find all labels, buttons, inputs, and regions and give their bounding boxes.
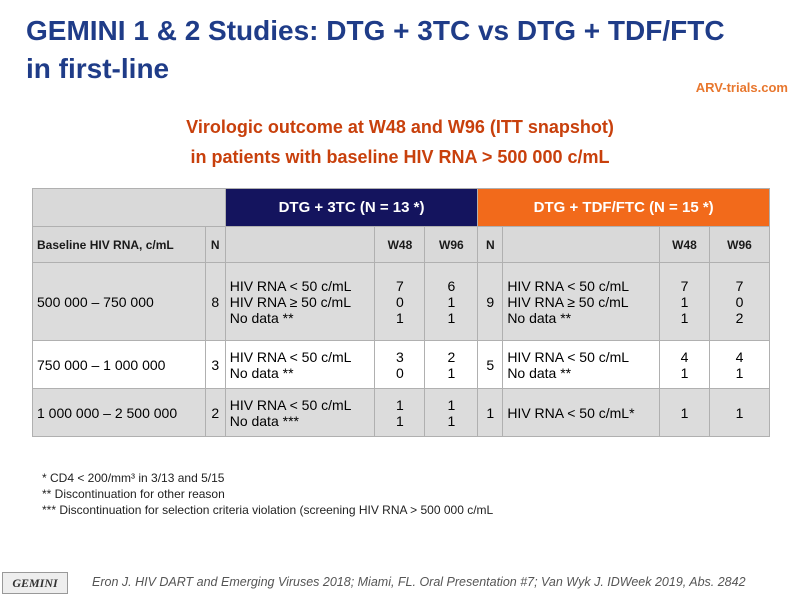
count: 1 [396,396,404,413]
outcome-label: No data ** [229,309,294,326]
count: 7 [396,277,404,294]
n-cell: 1 [477,388,504,437]
footnote: * CD4 < 200/mm³ in 3/13 and 5/15 [42,471,225,485]
n-cell: 9 [477,262,504,341]
count: 1 [447,412,456,429]
count: 1 [447,293,456,310]
count: 1 [680,309,689,326]
header-row: Baseline HIV RNA, c/mL N W48 W96 N W48 W96 [32,226,770,263]
n-cell: 2 [204,388,226,437]
empty-cell [502,226,661,263]
column-header: N [204,226,226,263]
table-row: 500 000 – 750 000 8 HIV RNA < 50 c/mL HIV R… [32,262,770,341]
baseline-cell: 750 000 – 1 000 000 [32,340,206,389]
outcome-label: No data *** [229,412,299,429]
title-line: GEMINI 1 & 2 Studies: DTG + 3TC vs DTG +… [26,15,725,46]
count: 4 [735,348,744,365]
subtitle-line: Virologic outcome at W48 and W96 (ITT sn… [186,117,614,137]
count: 4 [680,348,689,365]
outcome-label: HIV RNA < 50 c/mL [507,348,630,365]
count: 7 [735,277,744,294]
group-header: DTG + 3TC (N = 13 *) [224,188,479,227]
outcomes-cell: HIV RNA < 50 c/mL No data ** [502,340,661,389]
outcome-label: No data ** [229,364,294,381]
n-cell: 5 [477,340,504,389]
outcomes-cell: HIV RNA < 50 c/mL HIV RNA ≥ 50 c/mL No dat… [502,262,661,341]
count: 0 [396,364,404,381]
count: 1 [447,364,456,381]
baseline-cell: 500 000 – 750 000 [32,262,206,341]
count: 1 [447,309,456,326]
empty-cell [224,226,376,263]
title: GEMINI 1 & 2 Studies: DTG + 3TC vs DTG +… [26,12,725,88]
count: 1 [396,309,404,326]
count: 1 [735,364,744,381]
outcome-label: No data ** [507,309,572,326]
column-header: W48 [374,226,426,263]
w48-cell: 1 [659,388,710,437]
outcomes-cell: HIV RNA < 50 c/mL HIV RNA ≥ 50 c/mL No dat… [224,262,376,341]
outcome-label: HIV RNA < 50 c/mL [507,277,630,294]
table-row: 1 000 000 – 2 500 000 2 HIV RNA < 50 c/mL N… [32,388,770,437]
study-badge: GEMINI [2,572,68,594]
count: 0 [735,293,744,310]
outcome-label: HIV RNA < 50 c/mL [229,277,352,294]
logo: ARV-trials.com [695,80,788,95]
count: 2 [735,309,744,326]
count: 1 [680,293,689,310]
column-header: W96 [709,226,770,263]
n-cell: 3 [204,340,226,389]
outcome-table: DTG + 3TC (N = 13 *) DTG + TDF/FTC (N = 1… [32,188,770,437]
outcomes-cell: HIV RNA < 50 c/mL No data *** [224,388,376,437]
count: 1 [447,396,456,413]
baseline-cell: 1 000 000 – 2 500 000 [32,388,206,437]
reference: Eron J. HIV DART and Emerging Viruses 20… [92,575,746,589]
group-header: DTG + TDF/FTC (N = 15 *) [477,188,770,227]
outcome-label: No data ** [507,364,572,381]
table-row: 750 000 – 1 000 000 3 HIV RNA < 50 c/mL No … [32,340,770,389]
outcome-label: HIV RNA < 50 c/mL* [507,404,635,421]
footnote: ** Discontinuation for other reason [42,487,225,501]
count: 6 [447,277,456,294]
title-line: in first-line [26,53,170,84]
column-header: Baseline HIV RNA, c/mL [32,226,206,263]
count: 0 [396,293,404,310]
count: 1 [735,404,744,421]
outcome-label: HIV RNA ≥ 50 c/mL [229,293,351,310]
outcome-label: HIV RNA < 50 c/mL [229,396,352,413]
w96-cell: 1 [709,388,770,437]
column-header: W48 [659,226,710,263]
count: 1 [680,364,689,381]
column-header: N [477,226,504,263]
count: 1 [396,412,404,429]
outcomes-cell: HIV RNA < 50 c/mL* [502,388,661,437]
n-cell: 8 [204,262,226,341]
count: 1 [680,404,689,421]
group-row: DTG + 3TC (N = 13 *) DTG + TDF/FTC (N = 1… [32,188,770,227]
subtitle: Virologic outcome at W48 and W96 (ITT sn… [0,112,800,172]
subtitle-line: in patients with baseline HIV RNA > 500 … [190,147,610,167]
footnote: *** Discontinuation for selection criter… [42,503,494,517]
footnotes: * CD4 < 200/mm³ in 3/13 and 5/15 ** Disco… [42,470,493,518]
empty-cell [32,188,226,227]
outcome-label: HIV RNA ≥ 50 c/mL [507,293,629,310]
count: 3 [396,348,404,365]
outcome-label: HIV RNA < 50 c/mL [229,348,352,365]
count: 7 [680,277,689,294]
column-header: W96 [424,226,479,263]
outcomes-cell: HIV RNA < 50 c/mL No data ** [224,340,376,389]
count: 2 [447,348,456,365]
